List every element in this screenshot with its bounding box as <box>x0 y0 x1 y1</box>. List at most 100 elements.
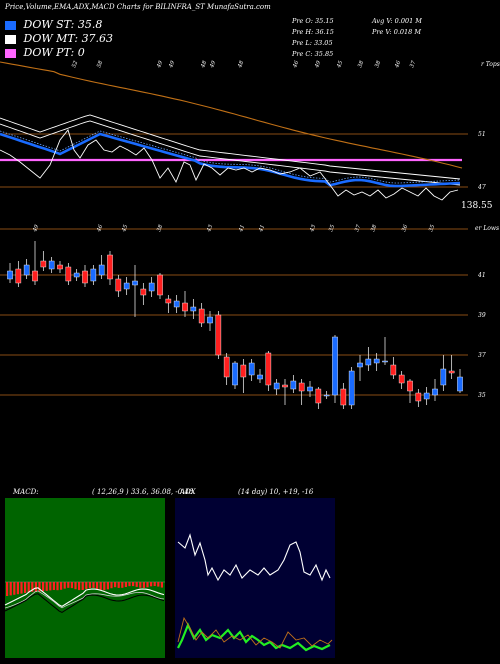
macd-histogram-bar <box>78 582 81 591</box>
macd-black-line <box>4 593 165 613</box>
macd-histogram-bar <box>106 582 109 590</box>
candle-body <box>407 380 413 392</box>
candle-body <box>98 264 105 276</box>
dow-mt-line <box>0 129 459 201</box>
macd-histogram-bar <box>117 582 120 588</box>
legend-value-st: 35.8 <box>77 18 103 31</box>
candle-body <box>190 306 197 312</box>
upper-bottom-tick: 38 <box>370 224 378 233</box>
ema-short-dotted-line <box>0 130 461 184</box>
macd-histogram-bar <box>157 582 160 587</box>
macd-histogram-bar <box>56 582 59 591</box>
macd-histogram-bar <box>74 582 77 590</box>
legend-label-pt: DOW PT: <box>23 46 75 59</box>
upper-top-tick: 37 <box>409 60 417 69</box>
macd-histogram-bar <box>27 582 30 593</box>
price-level-label: 35 <box>478 392 486 399</box>
candle-body <box>240 364 247 378</box>
last-price-label: 138.55 <box>461 201 493 211</box>
upper-top-tick: 52 <box>71 60 79 69</box>
upper-top-tick: 38 <box>374 60 382 69</box>
candle-body <box>115 278 122 292</box>
candle-body <box>307 386 313 392</box>
candle-body <box>157 274 163 296</box>
stat-avg-volume: Avg V: 0.001 M <box>372 17 422 25</box>
macd-histogram-bar <box>67 582 70 588</box>
candle-body <box>123 282 130 290</box>
macd-histogram-bar <box>9 582 12 596</box>
adx-params: (14 day) 10, +19, -16 <box>238 488 314 496</box>
stat-open: Pre O: 35.15 <box>292 17 334 25</box>
ema-medium-upper-line <box>0 114 461 180</box>
macd-histogram-bar <box>13 582 16 595</box>
candle-body <box>165 298 172 304</box>
dow-st-line <box>0 132 461 188</box>
candle-body <box>415 392 422 402</box>
macd-histogram-bar <box>16 582 19 595</box>
candle-body <box>448 370 455 374</box>
macd-histogram-bar <box>128 582 131 587</box>
candle-body <box>57 264 63 270</box>
candle-body <box>140 288 147 296</box>
upper-bottom-tick: 41 <box>258 224 266 234</box>
legend-label-st: DOW ST: <box>23 18 75 31</box>
upper-bottom-tick: 35 <box>328 224 336 233</box>
candle-body <box>423 392 430 400</box>
macd-histogram-bar <box>96 582 99 589</box>
macd-histogram-bar <box>103 582 106 591</box>
legend-dow-mt: DOW MT: 37.63 <box>5 32 113 45</box>
stat-high: Pre H: 36.15 <box>292 28 334 36</box>
macd-histogram-bar <box>121 582 124 588</box>
chart-title: Price,Volume,EMA,ADX,MACD Charts for BIL… <box>5 3 271 11</box>
candle-body <box>232 362 238 386</box>
stat-close: Pre C: 35.85 <box>292 50 334 58</box>
upper-scale-label: 47 <box>477 184 486 191</box>
candle-body <box>273 382 280 390</box>
legend-value-mt: 37.63 <box>81 32 114 45</box>
macd-histogram-bar <box>60 582 63 590</box>
upper-top-tick: 49 <box>168 60 177 70</box>
upper-bottom-tick: 49 <box>32 224 41 234</box>
candle-body <box>265 352 272 386</box>
adx-title: ADX <box>180 488 196 496</box>
candle-body <box>298 382 305 392</box>
macd-histogram-bar <box>146 582 149 588</box>
stat-prev-volume: Pre V: 0.018 M <box>372 28 422 36</box>
macd-histogram-bar <box>24 582 27 593</box>
upper-top-tick: 45 <box>336 60 345 70</box>
legend-value-pt: 0 <box>77 46 85 59</box>
candle-body <box>132 280 138 286</box>
plus-di-line <box>177 622 331 652</box>
candle-body <box>173 300 180 308</box>
macd-histogram-bar <box>153 582 156 587</box>
macd-histogram-bar <box>114 582 117 588</box>
macd-histogram-bar <box>135 582 138 587</box>
macd-signal-line <box>4 590 165 609</box>
macd-histogram-bar <box>63 582 66 589</box>
upper-bottom-tick: 41 <box>238 224 246 234</box>
stat-low: Pre L: 33.05 <box>292 39 333 47</box>
legend-swatch-st <box>5 20 16 30</box>
legend-swatch-pt <box>5 48 16 58</box>
upper-bottom-tick: 36 <box>401 224 409 233</box>
candle-body <box>215 314 222 356</box>
candle-body <box>390 364 397 376</box>
candle-body <box>73 272 80 278</box>
candle-body <box>82 270 88 284</box>
adx-line <box>177 533 331 582</box>
macd-histogram-bar <box>142 582 145 588</box>
candle-body <box>90 268 97 282</box>
price-level-label: 37 <box>478 352 486 359</box>
candle-body <box>182 302 188 312</box>
upper-top-tick: 49 <box>156 60 165 70</box>
candle-body <box>332 336 338 396</box>
candle-body <box>457 376 463 392</box>
macd-histogram-bar <box>110 582 113 589</box>
candle-body <box>48 260 55 270</box>
candle-body <box>65 266 72 282</box>
macd-histogram-bar <box>160 582 163 588</box>
upper-top-tick: 58 <box>96 60 104 69</box>
candle-body <box>290 380 297 390</box>
adx-panel-bg <box>175 498 335 658</box>
